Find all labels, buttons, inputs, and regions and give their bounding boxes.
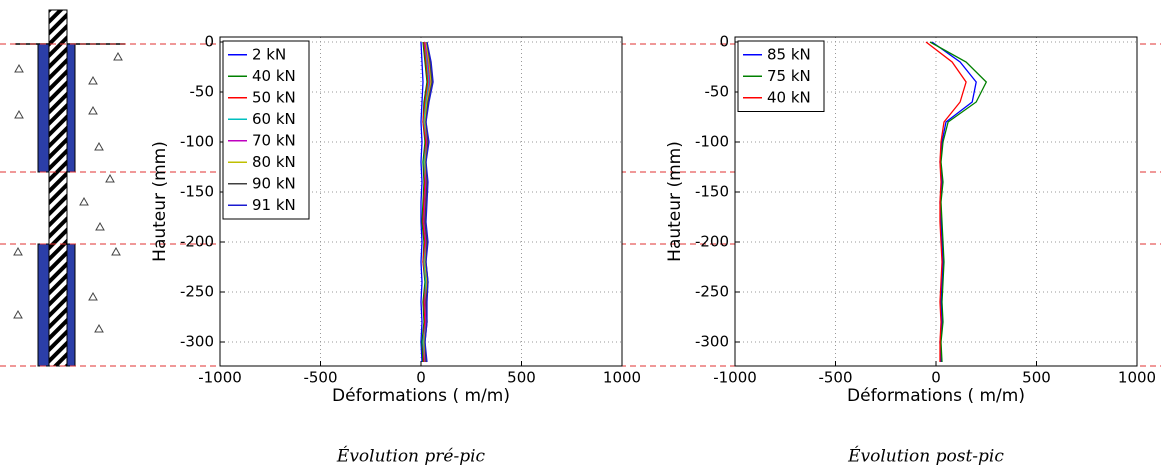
plot-frame — [219, 36, 623, 367]
x-tick-label: -1000 — [713, 369, 757, 387]
legend-label: 70 kN — [252, 131, 296, 149]
y-tick-label: -150 — [180, 183, 214, 201]
plot: -1000 -500 0 500 1000 0 -50 -100 -150 -200 -250 -30… — [665, 33, 1156, 466]
legend-label: 90 kN — [252, 174, 296, 192]
caption: Évolution pré-pic — [336, 446, 486, 466]
series-line — [420, 41, 424, 363]
y-tick-label: -100 — [180, 133, 214, 151]
y-tick-label: -200 — [180, 233, 214, 251]
x-axis-label: Déformations ( m/m) — [332, 386, 510, 406]
x-tick-label: 1000 — [603, 369, 641, 387]
legend-label: 85 kN — [767, 45, 811, 63]
legend-label: 75 kN — [767, 67, 811, 85]
y-tick-label: -200 — [695, 233, 729, 251]
legend-label: 50 kN — [252, 88, 296, 106]
y-tick-label: 0 — [719, 33, 729, 51]
series-line — [422, 41, 429, 363]
y-axis-label: Hauteur (mm) — [665, 141, 685, 262]
y-tick-label: -300 — [695, 333, 729, 351]
x-tick-label: 500 — [507, 369, 536, 387]
legend-label: 80 kN — [252, 153, 296, 171]
y-tick-label: -50 — [190, 83, 215, 101]
pile-schematic — [13, 9, 125, 367]
legend: 2 kN 40 kN 50 kN 60 kN 70 kN 80 kN 90 kN 91 kN — [222, 40, 310, 220]
legend-label: 40 kN — [252, 67, 296, 85]
legend-label: 91 kN — [252, 196, 296, 214]
y-tick-label: -100 — [695, 133, 729, 151]
plot: -1000 -500 0 500 1000 0 -50 -100 -150 -200 -250 -30… — [150, 33, 641, 466]
x-tick-label: -500 — [303, 369, 337, 387]
legend-label: 40 kN — [767, 88, 811, 106]
series-line — [925, 41, 967, 362]
x-tick-label: 0 — [416, 369, 426, 387]
x-tick-label: -1000 — [198, 369, 242, 387]
y-tick-label: -250 — [695, 283, 729, 301]
legend: 85 kN 75 kN 40 kN — [737, 40, 825, 112]
x-tick-label: 500 — [1022, 369, 1051, 387]
y-tick-label: -150 — [695, 183, 729, 201]
legend-label: 60 kN — [252, 110, 296, 128]
y-axis-label: Hauteur (mm) — [150, 141, 170, 262]
series-line — [424, 41, 434, 363]
x-tick-label: 1000 — [1118, 369, 1156, 387]
caption: Évolution post-pic — [847, 446, 1004, 466]
legend-box — [222, 40, 310, 220]
x-tick-label: 0 — [931, 369, 941, 387]
y-tick-label: -50 — [705, 83, 730, 101]
plot-frame — [734, 36, 1138, 367]
series-line — [424, 41, 433, 363]
y-tick-label: 0 — [204, 33, 214, 51]
legend-label: 2 kN — [252, 45, 286, 63]
y-tick-label: -250 — [180, 283, 214, 301]
y-tick-label: -300 — [180, 333, 214, 351]
x-tick-label: -500 — [818, 369, 852, 387]
x-axis-label: Déformations ( m/m) — [847, 386, 1025, 406]
series-line — [929, 41, 988, 363]
series-line — [421, 41, 428, 363]
